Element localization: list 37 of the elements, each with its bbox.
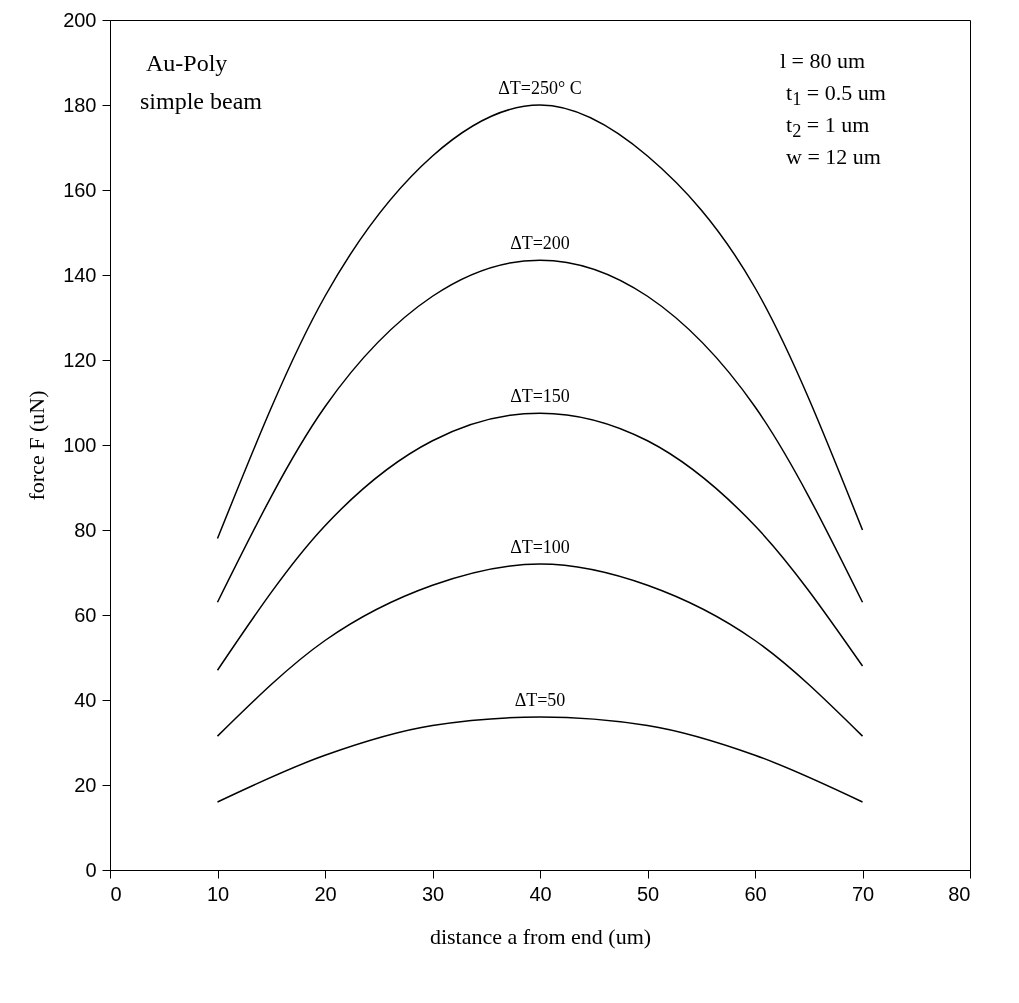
x-tick-label: 50	[636, 882, 660, 905]
x-tick-label: 40	[529, 882, 552, 905]
annotation: w = 12 um	[786, 144, 881, 170]
x-tick-label: 10	[206, 882, 230, 905]
annotation: l = 80 um	[780, 48, 866, 74]
line-series	[216, 259, 864, 603]
annotation: t$_{2}$ = 1 um	[786, 112, 870, 143]
annotation: simple beam	[140, 88, 262, 115]
y-axis-title: force F (uN)	[24, 390, 50, 501]
y-tick-label: 40	[74, 688, 97, 711]
y-tick-label: 180	[63, 93, 97, 116]
annotation: Au-Poly	[146, 50, 228, 77]
x-tick-label: 80	[948, 882, 971, 905]
annotation: t$_{1}$ = 0.5 um	[786, 80, 886, 111]
line-series	[216, 412, 864, 671]
line-series	[216, 716, 864, 803]
line-series	[216, 563, 864, 737]
y-tick-label: 0	[85, 858, 97, 881]
series-label: ΔT=250° C	[498, 78, 582, 98]
y-tick-label: 20	[74, 773, 97, 796]
y-tick-label: 160	[63, 178, 97, 201]
series-label: ΔT=50	[514, 690, 566, 710]
x-tick-label: 70	[851, 882, 875, 905]
y-tick-label: 120	[63, 348, 97, 371]
series-label: ΔT=200	[510, 233, 570, 254]
series-label: ΔT=100	[510, 537, 570, 557]
x-tick-label: 30	[421, 882, 445, 905]
x-axis-title: distance a from end (um)	[429, 923, 652, 949]
series-label: ΔT=150	[510, 386, 570, 407]
x-tick-label: 0	[110, 882, 122, 905]
x-tick-label: 60	[744, 882, 767, 905]
x-tick-label: 20	[314, 882, 337, 905]
y-tick-label: 140	[63, 263, 97, 286]
y-tick-label: 200	[63, 8, 97, 31]
y-tick-label: 80	[74, 518, 97, 541]
y-tick-label: 60	[74, 603, 97, 626]
y-tick-label: 100	[63, 433, 97, 456]
